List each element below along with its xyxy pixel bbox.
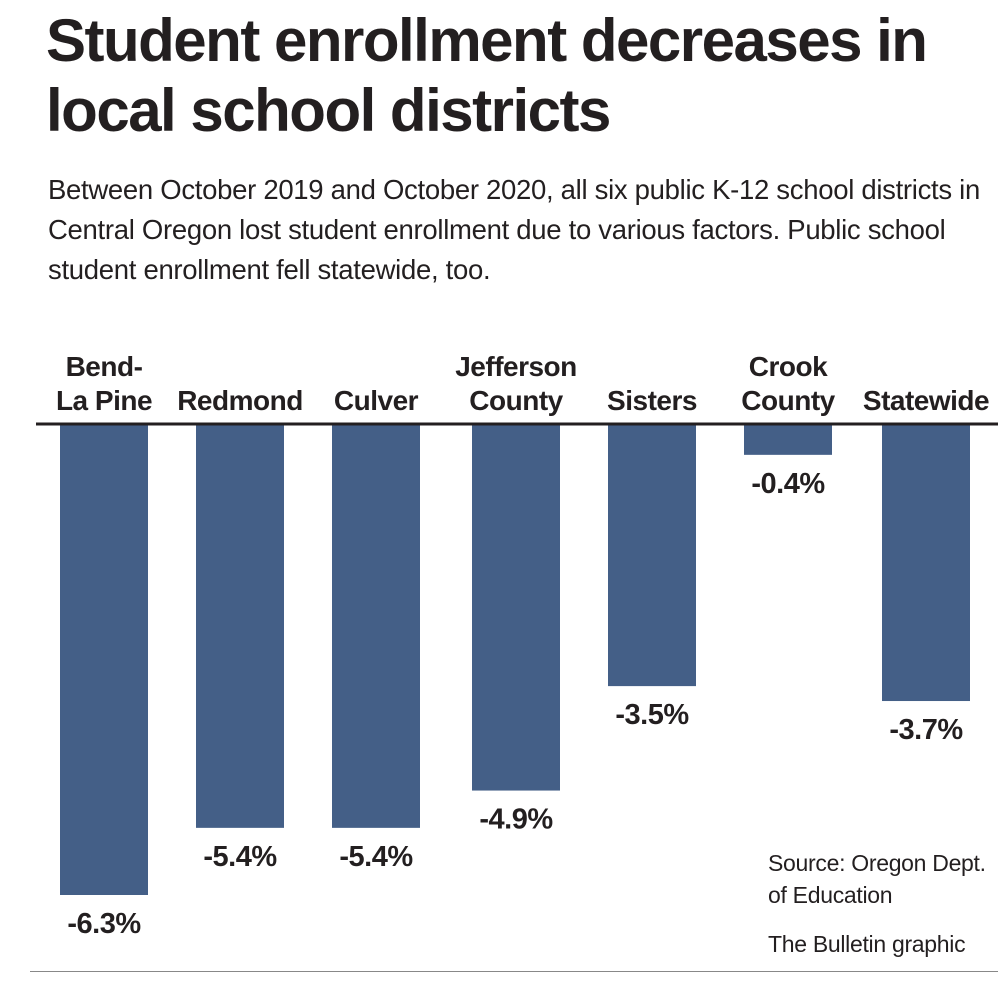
category-label-line: County xyxy=(741,385,835,416)
category-label-line: Crook xyxy=(749,351,828,382)
value-label-0: -6.3% xyxy=(67,908,141,940)
value-label-1: -5.4% xyxy=(203,841,277,873)
chart-subtitle: Between October 2019 and October 2020, a… xyxy=(48,174,980,285)
category-label-line: Culver xyxy=(334,385,419,416)
value-label-5: -0.4% xyxy=(751,468,825,500)
category-label-line: Bend- xyxy=(66,351,143,382)
bar-3 xyxy=(472,425,560,791)
bar-4 xyxy=(608,425,696,687)
value-label-6: -3.7% xyxy=(889,714,963,746)
value-label-4: -3.5% xyxy=(615,699,689,731)
category-label-line: La Pine xyxy=(56,385,152,416)
bar-1 xyxy=(196,425,284,828)
bar-6 xyxy=(882,425,970,702)
category-label-3: Jefferson County xyxy=(455,351,577,416)
category-label-line: Jefferson xyxy=(455,351,577,382)
credit-note: The Bulletin graphic xyxy=(768,931,966,957)
bars-layer xyxy=(60,425,970,895)
bar-0 xyxy=(60,425,148,895)
value-label-3: -4.9% xyxy=(479,804,553,836)
source-note: Source: Oregon Dept. of Education xyxy=(768,850,986,908)
bar-2 xyxy=(332,425,420,828)
bottom-rule xyxy=(30,971,998,972)
category-label-4: Sisters xyxy=(607,385,697,416)
category-label-line: County xyxy=(469,385,563,416)
value-labels: -6.3% -5.4% -5.4% -4.9% -3.5% -0.4% -3.7% xyxy=(67,468,963,940)
category-label-2: Culver xyxy=(334,385,419,416)
category-label-line: Sisters xyxy=(607,385,697,416)
category-label-0: Bend-La Pine xyxy=(56,351,152,416)
bar-5 xyxy=(744,425,832,455)
category-label-line: Statewide xyxy=(863,385,989,416)
value-label-2: -5.4% xyxy=(339,841,413,873)
category-label-1: Redmond xyxy=(177,385,303,416)
chart-title: Student enrollment decreases in local sc… xyxy=(46,7,928,144)
category-label-5: Crook County xyxy=(741,351,835,416)
category-label-line: Redmond xyxy=(177,385,303,416)
category-label-6: Statewide xyxy=(863,385,989,416)
